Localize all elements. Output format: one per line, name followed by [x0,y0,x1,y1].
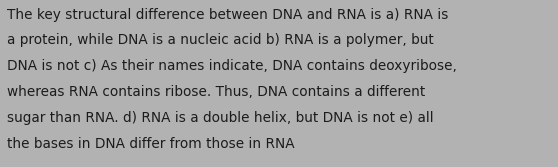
Text: whereas RNA contains ribose. Thus, DNA contains a different: whereas RNA contains ribose. Thus, DNA c… [7,85,426,99]
Text: the bases in DNA differ from those in RNA: the bases in DNA differ from those in RN… [7,137,295,151]
Text: a protein, while DNA is a nucleic acid b) RNA is a polymer, but: a protein, while DNA is a nucleic acid b… [7,33,434,47]
Text: DNA is not c) As their names indicate, DNA contains deoxyribose,: DNA is not c) As their names indicate, D… [7,59,457,73]
Text: The key structural difference between DNA and RNA is a) RNA is: The key structural difference between DN… [7,8,449,22]
Text: sugar than RNA. d) RNA is a double helix, but DNA is not e) all: sugar than RNA. d) RNA is a double helix… [7,111,434,125]
